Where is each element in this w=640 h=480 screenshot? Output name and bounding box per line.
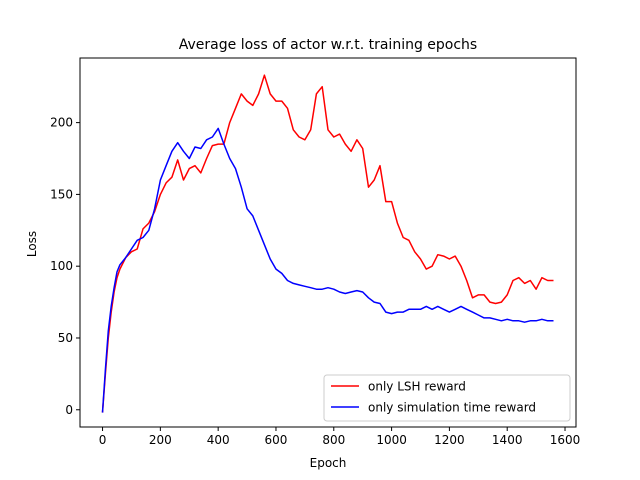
y-tick-label: 50: [58, 331, 73, 345]
legend: only LSH reward only simulation time rew…: [323, 374, 571, 422]
legend-label-lsh: only LSH reward: [368, 380, 466, 394]
y-axis-label: Loss: [25, 231, 39, 257]
y-tick-label: 100: [50, 259, 73, 273]
y-axis-ticks: 0 50 100 150 200: [50, 116, 80, 417]
x-tick-label: 1600: [550, 433, 581, 447]
x-axis-label: Epoch: [310, 456, 347, 470]
plot-frame: [79, 57, 577, 428]
y-tick-label: 200: [50, 116, 73, 130]
x-tick-label: 1400: [492, 433, 523, 447]
x-tick-label: 1000: [376, 433, 407, 447]
y-tick-label: 150: [50, 187, 73, 201]
x-tick-label: 800: [322, 433, 345, 447]
plot-area: [79, 57, 577, 428]
series-line-0: [101, 74, 554, 413]
chart-title: Average loss of actor w.r.t. training ep…: [179, 37, 477, 53]
series-line-1: [101, 127, 554, 413]
legend-label-simulation-time: only simulation time reward: [368, 401, 536, 415]
series-layer: [101, 74, 554, 413]
x-tick-label: 1200: [434, 433, 465, 447]
x-tick-label: 0: [99, 433, 107, 447]
y-tick-label: 0: [65, 403, 73, 417]
x-tick-label: 400: [207, 433, 230, 447]
x-tick-label: 200: [149, 433, 172, 447]
x-axis-ticks: 0 200 400 600 800 1000 1200 1400 1600: [99, 427, 581, 447]
x-tick-label: 600: [265, 433, 288, 447]
legend-box: [323, 374, 571, 422]
